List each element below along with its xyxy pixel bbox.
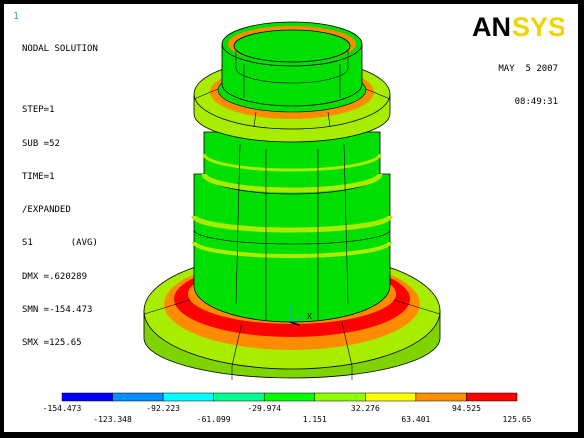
legend-label-3: -61.099 xyxy=(197,415,231,424)
legend-label-6: 32.276 xyxy=(351,404,380,413)
info-line-step: STEP=1 xyxy=(22,105,55,116)
coordinate-triad: X xyxy=(289,302,312,326)
plot-date: MAY 5 2007 xyxy=(498,64,558,74)
legend-swatch-7 xyxy=(415,392,467,402)
legend-swatch-1 xyxy=(112,392,164,402)
date-time-stamp: MAY 5 2007 08:49:31 xyxy=(498,42,558,130)
info-line-time: TIME=1 xyxy=(22,171,55,182)
legend-label-1: -123.348 xyxy=(93,415,132,424)
info-line-dmx: DMX =.620289 xyxy=(22,271,88,282)
contour-model-view: X xyxy=(143,21,441,380)
graphics-window[interactable]: 1 NODAL SOLUTION STEP=1 SUB =52 TIME=1 /… xyxy=(3,3,579,433)
contour-legend: -154.473 -123.348 -92.223 -61.099 -29.974 1.1… xyxy=(43,392,532,424)
solution-info-panel: NODAL SOLUTION STEP=1 SUB =52 TIME=1 /EX… xyxy=(22,22,98,372)
legend-swatch-8 xyxy=(466,392,518,402)
legend-label-0: -154.473 xyxy=(43,404,82,413)
info-line-smn: SMN =-154.473 xyxy=(22,305,93,316)
cylinder-body xyxy=(191,131,393,323)
legend-swatch-0 xyxy=(61,392,113,402)
legend-swatch-2 xyxy=(162,392,214,402)
legend-color-bars xyxy=(61,392,518,402)
legend-label-7: 63.401 xyxy=(401,415,430,424)
window-number: 1 xyxy=(13,11,20,22)
legend-value-labels: -154.473 -123.348 -92.223 -61.099 -29.974 1.1… xyxy=(43,404,532,424)
legend-label-5: 1.151 xyxy=(303,415,327,424)
legend-label-2: -92.223 xyxy=(146,404,180,413)
legend-label-8: 94.525 xyxy=(452,404,481,413)
info-line-expanded: /EXPANDED xyxy=(22,205,71,216)
triad-x-label: X xyxy=(307,312,312,321)
legend-label-4: -29.974 xyxy=(247,404,281,413)
neck-tube xyxy=(221,21,363,107)
solution-title: NODAL SOLUTION xyxy=(22,44,98,54)
legend-swatch-5 xyxy=(314,392,366,402)
info-line-smx: SMX =125.65 xyxy=(22,338,82,349)
legend-swatch-3 xyxy=(213,392,265,402)
legend-label-9: 125.65 xyxy=(503,415,532,424)
plot-time: 08:49:31 xyxy=(514,97,558,107)
info-line-sub: SUB =52 xyxy=(22,138,60,149)
info-line-result: S1 (AVG) xyxy=(22,238,98,249)
ansys-logo: AN SYS xyxy=(472,13,564,39)
legend-swatch-4 xyxy=(263,392,316,402)
logo-text-sys: SYS xyxy=(512,13,564,39)
logo-text-an: AN xyxy=(472,13,511,39)
legend-swatch-6 xyxy=(365,392,417,402)
